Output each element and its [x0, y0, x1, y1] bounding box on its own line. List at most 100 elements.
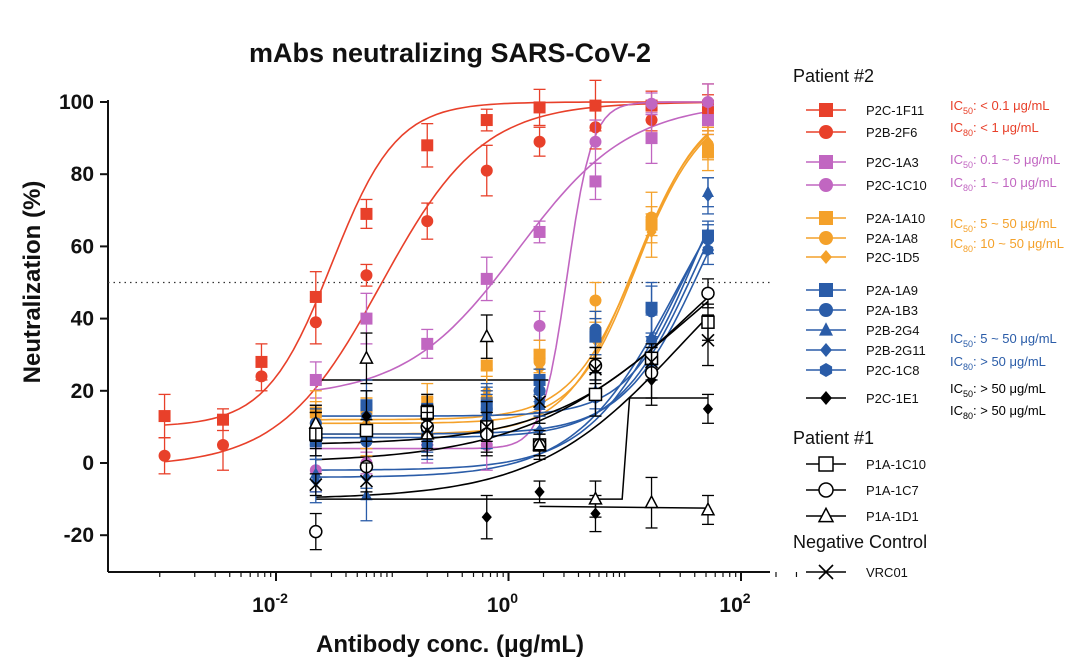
data-point	[588, 387, 603, 402]
data-point	[216, 438, 229, 451]
fit-curve	[315, 397, 708, 500]
data-point	[702, 402, 714, 415]
legend-label: P2B-2G4	[866, 323, 919, 338]
legend-marker	[819, 322, 833, 336]
data-point	[589, 323, 602, 336]
data-point	[532, 436, 547, 451]
ic-annotation: IC80: > 50 μg/mL	[950, 403, 1046, 421]
data-point	[480, 114, 493, 127]
data-point	[701, 96, 714, 108]
data-point	[309, 316, 322, 329]
series-p2a-1a10	[309, 133, 714, 435]
data-point	[701, 286, 715, 301]
data-point	[646, 225, 657, 238]
fit-curve	[164, 101, 708, 463]
data-point	[360, 207, 373, 220]
fit-curve	[315, 300, 709, 461]
data-point	[480, 420, 494, 434]
chart-title: mAbs neutralizing SARS-CoV-2	[249, 38, 651, 68]
legend-marker	[818, 456, 834, 472]
fit-curve	[164, 101, 708, 426]
legend-marker	[819, 211, 833, 225]
legend-marker	[818, 482, 834, 498]
fit-curve	[539, 505, 708, 509]
legend-marker	[819, 125, 833, 139]
data-point	[645, 97, 658, 110]
legend-entry: P2C-1D5	[806, 250, 919, 265]
data-point	[702, 135, 714, 148]
data-point	[421, 337, 434, 350]
x-stroke	[701, 333, 715, 347]
legend-entry: P2C-1E1	[806, 391, 919, 406]
legend-entry: P2C-1F11	[806, 103, 924, 118]
legend-label: P2A-1B3	[866, 303, 918, 318]
x-axis-title: Antibody conc. (μg/mL)	[316, 631, 584, 658]
legend-label: P2A-1A8	[866, 231, 918, 246]
y-axis-title: Neutralization (%)	[19, 181, 46, 384]
legend-marker	[819, 363, 833, 377]
series-p2b-2f6	[158, 94, 714, 475]
legend-label: P2C-1C8	[866, 363, 919, 378]
y-tick-label: 40	[71, 308, 94, 331]
legend-label: P2C-1C10	[866, 178, 927, 193]
data-point	[309, 373, 322, 386]
data-point	[359, 474, 374, 488]
legend-label: P2A-1A10	[866, 211, 925, 226]
y-tick-label: 80	[71, 163, 94, 186]
data-point	[480, 164, 493, 177]
legend-marker	[818, 564, 834, 580]
fit-curve	[315, 232, 709, 478]
fit-curve	[315, 101, 708, 450]
legend-marker	[819, 103, 833, 117]
data-point	[534, 485, 545, 498]
legend-group-header: Patient #2	[793, 66, 874, 86]
legend-marker	[819, 178, 833, 192]
data-point	[421, 139, 434, 152]
data-point	[420, 423, 434, 438]
data-point	[308, 415, 324, 429]
legend-label: P2B-2F6	[866, 125, 917, 140]
ic-annotation: IC80: < 1 μg/mL	[950, 120, 1039, 138]
legend-entry: P2B-2F6	[806, 125, 917, 140]
y-tick-label: 60	[71, 235, 94, 258]
ic-annotation: IC50: < 0.1 μg/mL	[950, 98, 1050, 116]
x-stroke	[644, 355, 659, 369]
legend-entry: P2A-1A9	[806, 283, 918, 298]
x-tick-label: 100	[487, 590, 518, 617]
legend-marker	[819, 283, 833, 297]
fit-curve	[315, 315, 709, 498]
data-point	[158, 449, 171, 462]
legend-entry: VRC01	[806, 564, 908, 580]
data-point	[255, 370, 268, 383]
legend-marker	[820, 343, 832, 357]
legend-entry: P2A-1B3	[806, 303, 918, 318]
fit-curve	[315, 134, 709, 435]
legend-label: P2C-1D5	[866, 250, 919, 265]
data-point	[533, 225, 546, 238]
data-point	[644, 355, 659, 369]
legend-label: P2B-2G11	[866, 343, 926, 358]
data-point	[158, 410, 171, 423]
data-point	[700, 501, 716, 516]
legend-label: P2C-1F11	[866, 103, 924, 118]
legend-marker	[817, 506, 835, 523]
legend-label: P1A-1D1	[866, 509, 919, 524]
legend-label: P1A-1C7	[866, 483, 919, 498]
data-points	[158, 79, 716, 551]
y-tick-label: 100	[59, 91, 94, 114]
x-tick-label: 102	[719, 590, 750, 617]
fit-curves	[164, 101, 709, 509]
y-tick-label: 0	[82, 452, 94, 475]
data-point	[702, 189, 714, 202]
data-point	[645, 132, 658, 145]
ic-annotation: IC50: > 50 μg/mL	[950, 381, 1046, 399]
data-point	[359, 350, 374, 364]
axes: -20 0 20 40 60 80 100 10-2 100 102	[59, 91, 798, 617]
legend: Patient #2 Patient #1 Negative Control P2C-…	[793, 66, 1064, 580]
legend-entry: P2C-1A3	[806, 155, 919, 170]
series-p2c-1e1	[309, 354, 714, 540]
legend-label: P1A-1C10	[866, 457, 926, 472]
ic-annotation: IC50: 5 ~ 50 μg/mL	[950, 331, 1057, 349]
legend-marker	[819, 303, 833, 317]
